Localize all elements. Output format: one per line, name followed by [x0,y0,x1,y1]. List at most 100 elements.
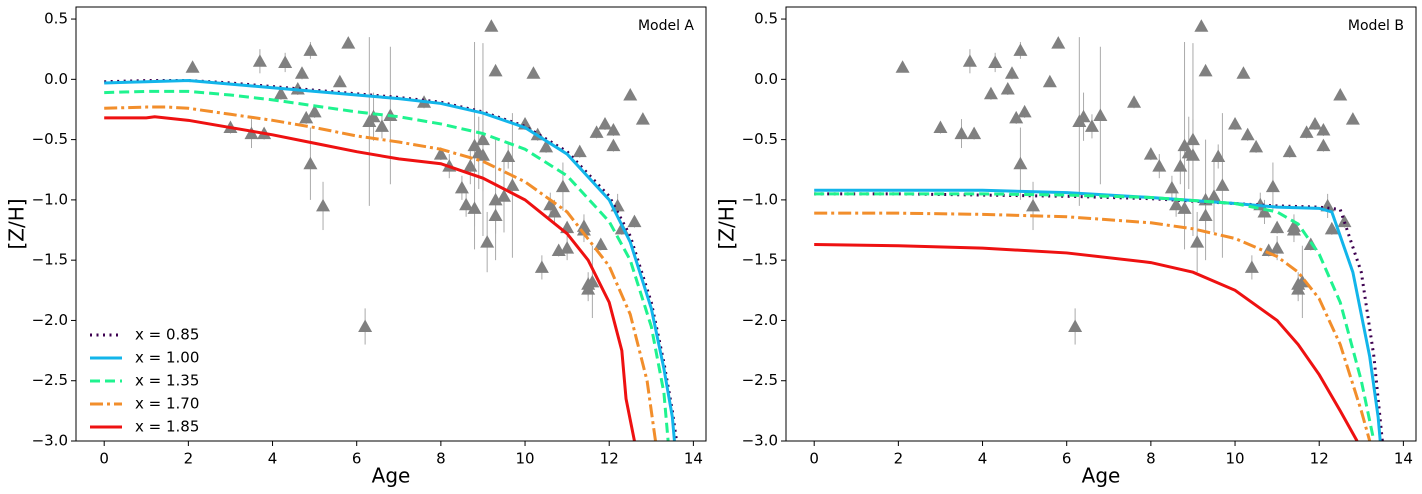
data-point [1299,125,1314,138]
y-tick-label: 0.5 [754,10,778,28]
data-point [433,147,448,160]
data-point [1240,127,1255,141]
data-point [1194,19,1209,32]
annotation: Model B [1348,18,1404,34]
data-point [954,126,969,140]
y-tick-label: −2.0 [32,311,68,329]
data-point [1013,43,1028,56]
data-point [1009,110,1024,124]
plot-area [814,19,1384,441]
model-line [104,115,636,441]
data-point [244,126,259,140]
data-point [1228,116,1243,130]
data-point [488,192,503,206]
y-tick-label: −2.5 [32,371,68,389]
data-point [962,54,977,67]
data-point [988,55,1003,68]
data-point [1042,74,1057,88]
data-point [1185,132,1200,146]
data-point [1270,220,1285,234]
data-point [252,54,267,67]
data-point [454,180,469,194]
x-axis-label: Age [372,464,411,488]
data-point [1215,178,1230,191]
data-point [572,144,587,158]
data-point [967,126,982,140]
data-point [597,116,612,130]
data-point [1017,104,1032,118]
data-point [1244,260,1259,273]
data-point [475,148,490,161]
data-point [895,60,910,73]
data-point [933,120,948,134]
data-point [316,198,331,212]
data-point [585,274,600,288]
data-point [374,119,389,132]
data-point [1177,201,1192,214]
data-point [1249,139,1264,153]
model-line [104,79,676,441]
data-point [185,60,200,73]
data-point [332,74,347,88]
data-point [303,43,318,56]
data-point [488,63,503,77]
y-tick-label: −1.5 [742,251,778,269]
x-tick-label: 14 [1394,450,1413,468]
data-point [1324,221,1339,235]
x-tick-label: 0 [809,450,819,468]
data-point [501,149,516,162]
x-tick-label: 12 [600,450,619,468]
data-point [589,125,604,138]
data-point [606,138,621,152]
data-point [463,159,478,172]
data-point [1345,112,1360,125]
y-tick-label: 0.0 [754,70,778,88]
data-point [1198,63,1213,77]
data-point [576,223,591,236]
data-point [1316,122,1331,136]
data-point [303,156,318,170]
y-tick-label: −0.5 [742,130,778,148]
y-tick-label: −2.0 [742,311,778,329]
model-line [104,89,670,441]
data-point [294,66,309,79]
x-tick-label: 0 [99,450,109,468]
data-point [358,319,373,332]
data-point [475,132,490,146]
axes-frame [785,6,1417,442]
data-point [623,88,638,101]
y-axis-label: [Z/H] [5,198,29,249]
plot-area [104,19,679,441]
data-point [560,241,575,254]
data-point [1076,109,1091,123]
y-tick-label: −3.0 [742,432,778,450]
data-point [1068,319,1083,332]
legend-label: x = 1.70 [135,395,199,413]
data-point [299,110,314,124]
x-tick-label: 10 [1225,450,1244,468]
legend: x = 0.85 x = 1.00 x = 1.35 x = 1.70 x = 1.85 [90,326,199,436]
data-point [1307,116,1322,130]
x-tick-label: 10 [515,450,534,468]
x-tick-label: 6 [1062,450,1072,468]
x-tick-label: 2 [184,450,194,468]
data-point [534,260,549,273]
data-point [606,122,621,136]
x-tick-label: 8 [436,450,446,468]
x-tick-label: 14 [684,450,703,468]
data-point [341,36,356,49]
data-point [278,55,293,68]
data-point [1026,198,1041,212]
data-point [1337,214,1352,228]
data-point [539,139,554,153]
data-point [635,112,650,125]
data-point [496,189,511,202]
data-point [1143,147,1158,160]
x-tick-label: 6 [352,450,362,468]
data-point [1084,119,1099,132]
y-tick-label: −2.5 [742,371,778,389]
y-tick-label: −1.0 [742,190,778,208]
data-point [1211,149,1226,162]
data-point [1152,159,1167,172]
data-point [627,214,642,228]
